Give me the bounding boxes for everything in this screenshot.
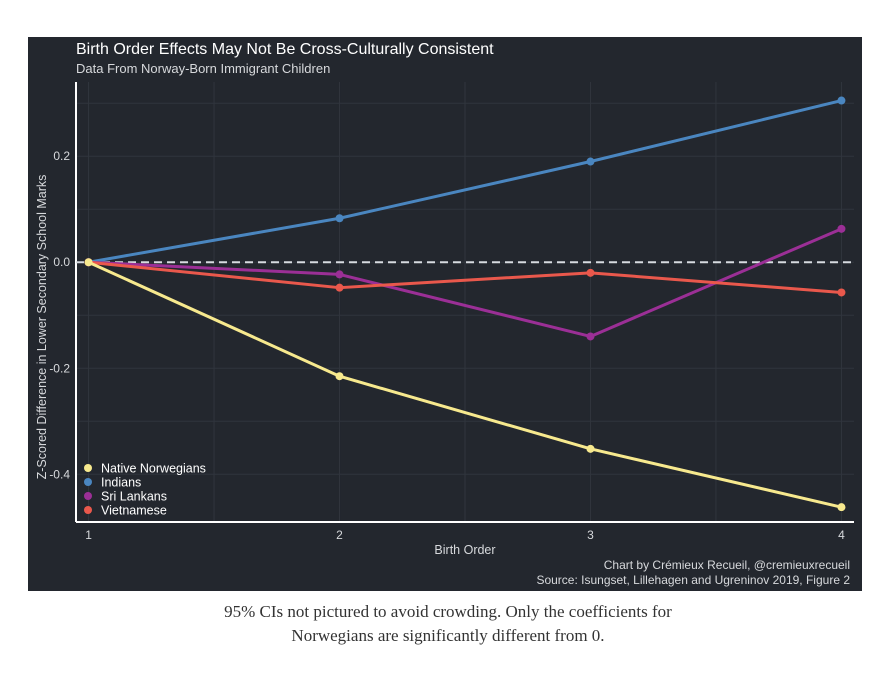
legend-label: Indians — [101, 476, 141, 490]
data-point — [837, 288, 846, 297]
axes: -0.4 -0.2 0.0 0.2 1 2 3 4 — [49, 82, 854, 542]
data-point — [335, 214, 344, 223]
y-tick-label: 0.2 — [53, 149, 70, 163]
credit-author: Chart by Crémieux Recueil, @cremieuxrecu… — [604, 558, 850, 572]
data-point — [586, 332, 595, 341]
legend-marker — [84, 506, 92, 514]
legend-marker — [84, 464, 92, 472]
legend-label: Sri Lankans — [101, 490, 167, 504]
caption-line-1: 95% CIs not pictured to avoid crowding. … — [224, 602, 672, 621]
chart-title: Birth Order Effects May Not Be Cross-Cul… — [76, 41, 494, 58]
data-point — [586, 268, 595, 277]
data-point — [586, 157, 595, 166]
legend-label: Native Norwegians — [101, 462, 206, 476]
x-tick-label: 2 — [336, 528, 343, 542]
legend-marker — [84, 492, 92, 500]
y-tick-label: -0.4 — [49, 467, 70, 481]
chart-subtitle: Data From Norway-Born Immigrant Children — [76, 61, 330, 76]
line-chart: Birth Order Effects May Not Be Cross-Cul… — [35, 41, 854, 587]
x-tick-label: 1 — [85, 528, 92, 542]
x-tick-label: 4 — [838, 528, 845, 542]
data-point — [586, 444, 595, 453]
y-axis-label: Z-Scored Difference in Lower Secondary S… — [35, 175, 49, 480]
data-point — [837, 96, 846, 105]
credit-source: Source: Isungset, Lillehagen and Ugrenin… — [536, 573, 850, 587]
data-point — [84, 258, 93, 267]
data-point — [335, 283, 344, 292]
series-line — [87, 260, 842, 509]
series-line — [88, 260, 842, 294]
y-tick-label: 0.0 — [53, 255, 70, 269]
x-tick-label: 3 — [587, 528, 594, 542]
series-lines — [76, 96, 854, 512]
figure-caption: 95% CIs not pictured to avoid crowding. … — [0, 600, 896, 648]
x-axis-label: Birth Order — [434, 543, 495, 557]
legend-marker — [84, 478, 92, 486]
caption-line-2: Norwegians are significantly different f… — [291, 626, 605, 645]
data-point — [837, 503, 846, 512]
series-line — [88, 99, 842, 264]
data-point — [335, 270, 344, 279]
data-point — [837, 224, 846, 233]
chart-panel: Birth Order Effects May Not Be Cross-Cul… — [28, 37, 862, 591]
y-tick-label: -0.2 — [49, 361, 70, 375]
legend-label: Vietnamese — [101, 504, 167, 518]
gridlines — [76, 82, 854, 522]
data-point — [335, 372, 344, 381]
